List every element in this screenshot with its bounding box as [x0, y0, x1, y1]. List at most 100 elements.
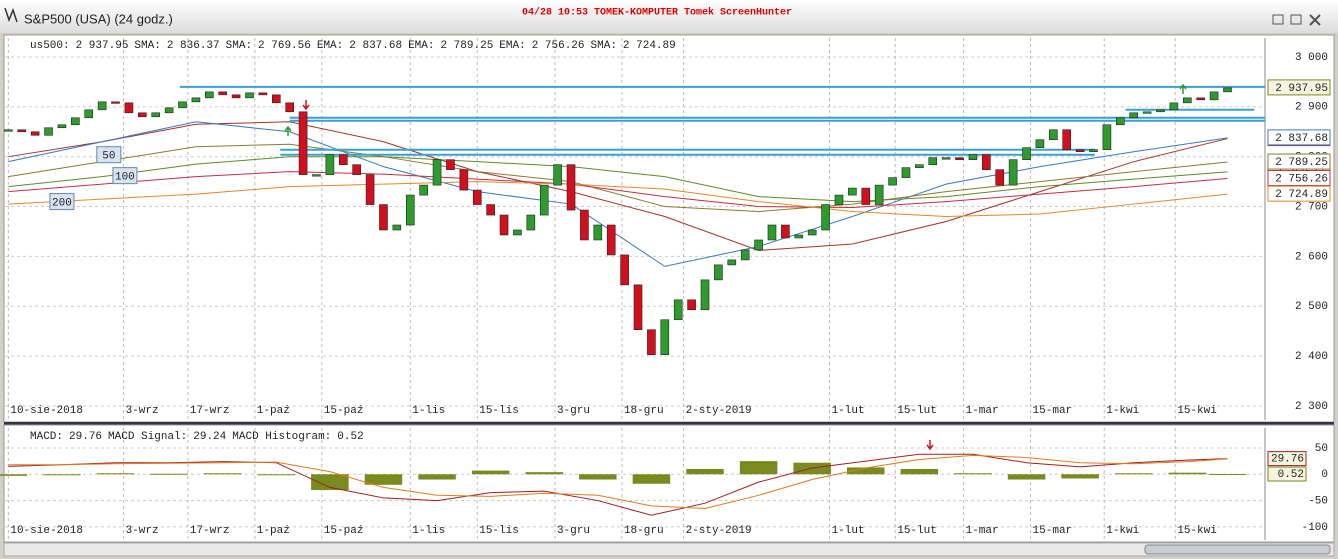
histogram-bar [150, 473, 188, 475]
legend-entry: EMA: [408, 40, 434, 52]
candle [285, 102, 294, 113]
value-box [1267, 185, 1331, 202]
histogram-bar [43, 474, 81, 476]
x-tick-label: 15-kwi [1177, 525, 1217, 537]
candle [205, 91, 214, 99]
candle [580, 209, 589, 241]
candle [138, 112, 147, 118]
candle [392, 224, 402, 231]
x-tick-label: 10-sie-2018 [10, 525, 83, 537]
sell-arrow [926, 440, 934, 451]
caption: 04/28 10:53 TOMEK-KOMPUTER Tomek ScreenH… [522, 7, 792, 19]
candle [593, 224, 603, 241]
candle [338, 154, 348, 165]
candle [1129, 112, 1139, 119]
legend-entry: SMA: [591, 40, 617, 52]
value-box-label: 2 837.68 [1275, 133, 1328, 145]
legend-entry: 0.52 [337, 431, 363, 443]
scroll-thumb[interactable] [1144, 544, 1331, 555]
value-box [1267, 129, 1331, 146]
legend-entry: 2 789.25 [440, 40, 493, 52]
candle [955, 157, 964, 160]
x-tick-label: 15-lut [897, 525, 937, 537]
ma-line [8, 156, 1228, 203]
candle [834, 194, 844, 205]
ma-tag-label: 50 [102, 151, 115, 163]
candle [191, 97, 201, 103]
candle [874, 184, 884, 205]
candle [1089, 149, 1098, 153]
value-box-label: 29.76 [1271, 454, 1304, 466]
candle [754, 239, 763, 251]
candle [727, 259, 737, 266]
histogram-bar [311, 474, 349, 491]
x-tick-label: 3-gru [557, 405, 590, 417]
restore[interactable] [1290, 14, 1302, 25]
candle [1116, 117, 1125, 126]
candle [620, 254, 629, 286]
candle [553, 164, 562, 186]
x-tick-label: 15-lis [479, 405, 519, 417]
candle [1102, 124, 1112, 151]
y-tick-label: 2 700 [1295, 201, 1328, 213]
histogram-bar [525, 472, 563, 475]
window-title: S&P500 (USA) (24 godz.) [24, 11, 173, 26]
value-box-label: 2 756.26 [1275, 173, 1328, 185]
close[interactable] [1309, 14, 1321, 26]
ma-tag [49, 193, 75, 211]
candle [1142, 111, 1152, 114]
legend-entry: EMA: [317, 40, 343, 52]
candle [1223, 87, 1232, 93]
candle [513, 229, 522, 236]
app-icon [4, 7, 18, 23]
candle [124, 102, 134, 114]
legend-entry: 2 837.68 [349, 40, 402, 52]
histogram-bar [1168, 472, 1207, 475]
value-box [1267, 153, 1331, 170]
value-box [1267, 451, 1307, 467]
histogram-bar [900, 469, 939, 475]
legend-entry: 2 724.89 [623, 40, 676, 52]
histogram-bar [793, 462, 831, 475]
x-tick-label: 15-lis [479, 525, 519, 537]
y-tick-label: 50 [1315, 443, 1328, 455]
candle [231, 94, 241, 99]
value-box-label: 2 937.95 [1275, 83, 1328, 95]
legend-entry: 29.24 [193, 431, 226, 443]
scrollbar[interactable] [3, 542, 1335, 557]
x-tick-label: 18-gru [624, 525, 664, 537]
candle [781, 224, 790, 239]
title-bar [0, 0, 1338, 33]
sell-arrow [302, 100, 310, 111]
candle [486, 204, 495, 216]
candle [446, 159, 455, 170]
x-tick-label: 1-lut [832, 405, 865, 417]
x-tick-label: 15-mar [1033, 405, 1073, 417]
x-tick-label: 1-mar [966, 525, 999, 537]
candle [111, 101, 120, 104]
candle [687, 299, 696, 311]
candle [740, 249, 750, 261]
histogram-bar [96, 473, 135, 475]
histogram-bar [1007, 474, 1046, 480]
candle [968, 154, 978, 160]
candle [941, 157, 951, 160]
value-box [1267, 170, 1331, 187]
candle [178, 101, 187, 109]
candle [499, 214, 509, 236]
minimize[interactable] [1272, 14, 1284, 25]
candle [1022, 147, 1031, 160]
legend-entry: MACD Signal: [108, 431, 187, 443]
histogram-bar [257, 474, 296, 476]
y-tick-label: 0 [1321, 469, 1328, 481]
y-tick-label: 2 600 [1295, 251, 1328, 263]
candle [861, 187, 871, 205]
y-tick-label: 2 300 [1295, 401, 1328, 413]
legend-entry: MACD Histogram: [232, 431, 331, 443]
ma-tag [112, 167, 138, 185]
window-buttons[interactable] [1272, 14, 1321, 26]
x-tick-label: 18-gru [624, 405, 664, 417]
candle [271, 94, 281, 104]
x-tick-label: 2-sty-2019 [686, 525, 752, 537]
